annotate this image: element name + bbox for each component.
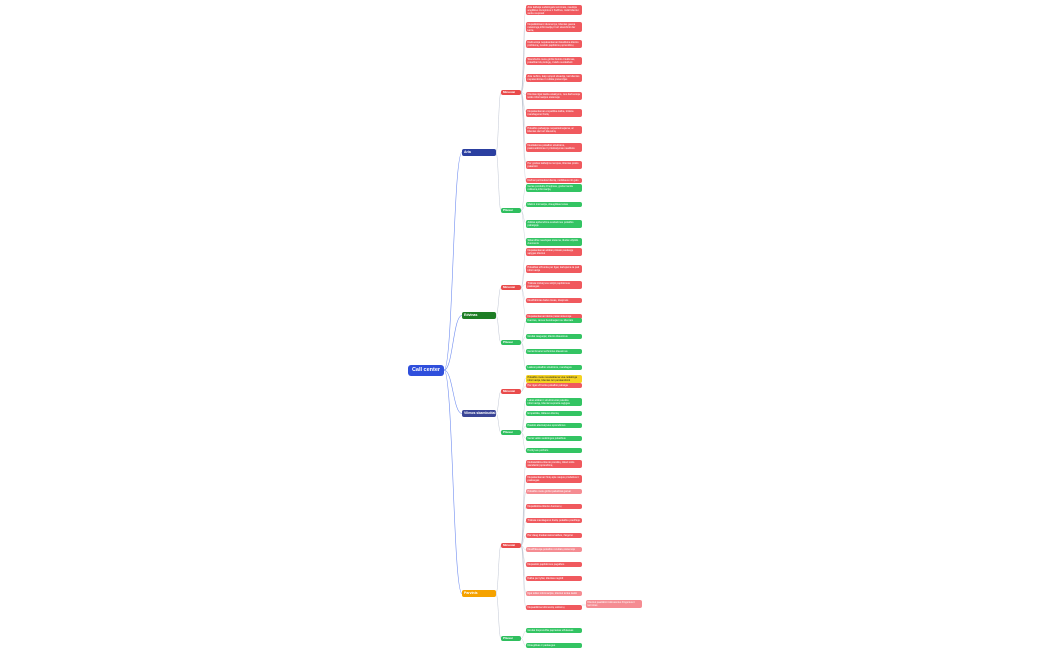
leaf-item[interactable]: Draugiškas ir paslaugus — [526, 643, 582, 649]
leaf-item[interactable]: Laikosi pokalbio struktūros, mandagus — [526, 365, 582, 371]
leaf-item[interactable]: Aria kalbėja sudėtingais terminais, naud… — [526, 5, 582, 15]
leaf-item[interactable]: Kalba per tyliai, klientas negirdi — [526, 576, 582, 582]
minus-group-node[interactable]: Minusiai — [501, 389, 521, 394]
plus-group-node[interactable]: Pliusai — [501, 430, 521, 435]
leaf-item[interactable]: Nepasiūlo papildomos pagalbos — [526, 561, 582, 567]
leaf-item[interactable]: Nepatikslina kliento duomenų — [526, 503, 582, 509]
leaf-item[interactable]: Ilgai ieško informacijos, klientui tenka… — [526, 590, 582, 596]
leaf-item[interactable]: Darbuotoja nepakankamai išsiaiškina klie… — [526, 39, 582, 48]
leaf-item[interactable]: Trūksta mandagumo frazių pokalbio pradži… — [526, 518, 582, 524]
leaf-item[interactable]: Gerai valdo sudėtingus pokalbius — [526, 435, 582, 441]
leaf-item[interactable]: Pokalbio pabaigoje nepasiteiraujama, ar … — [526, 126, 582, 135]
leaf-item[interactable]: Pokalbiai užtrunka per ilgai, kartojama … — [526, 264, 582, 273]
leaf-item[interactable]: Geras produktų žinojimas, greitai randa … — [526, 184, 582, 193]
leaf-item[interactable]: Pokalbio metu girdisi pašaliniai garsai — [526, 489, 582, 495]
leaf-item[interactable]: Neužfiksuoja pokalbio rezultatų sistemoj… — [526, 547, 582, 553]
branch-node[interactable]: Aria — [462, 149, 496, 156]
leaf-item[interactable]: Nesilaikoma pokalbio struktūros, pasisve… — [526, 143, 582, 152]
plus-group-node[interactable]: Pliusai — [501, 208, 521, 213]
leaf-item[interactable]: Pokalbio metu nesuteikiama visa reikalin… — [526, 375, 582, 384]
leaf-item[interactable]: Nepakankamai empatiška kalba, trūksta ma… — [526, 108, 582, 117]
leaf-item[interactable]: Aiškiai apibendrina susitarimus pokalbio… — [526, 220, 582, 229]
leaf-item[interactable]: Kantrus, ramus bendraujant su klientais — [526, 318, 582, 324]
plus-group-node[interactable]: Pliusai — [501, 340, 521, 345]
leaf-item[interactable]: Dažnai pertraukia klientą, neišklauso ik… — [526, 178, 582, 184]
minus-group-node[interactable]: Minusiai — [501, 285, 521, 290]
leaf-item[interactable]: Maloni intonacija, draugiškas tonas — [526, 202, 582, 208]
leaf-item[interactable]: Neužtikrintas balso tonas, dvejonės — [526, 297, 582, 303]
leaf-item[interactable]: Skambučio metu girdisi foninis triukšmas… — [526, 56, 582, 66]
leaf-item[interactable]: Neišsiaiškina kliento poreikių, iškart s… — [526, 460, 582, 469]
leaf-item[interactable]: Labai aiškiai ir struktūruotai pateikia … — [526, 398, 582, 407]
leaf-item[interactable]: Aria nežino, kaip spręsti situaciją, kai… — [526, 74, 582, 83]
leaf-item[interactable]: Sklandžiai naudojasi sistema, tiksliai u… — [526, 238, 582, 247]
leaf-item[interactable]: Nepaaiškina tolimesnių veiksmų — [526, 605, 582, 611]
leaf-item[interactable]: Greitai reaguoja į kliento klausimus — [526, 333, 582, 339]
leaf-item[interactable]: Pasiūlo alternatyvius sprendimus — [526, 423, 582, 429]
leaf-item[interactable]: Gerai išmano techninius klausimus — [526, 349, 582, 355]
branch-node[interactable]: Parvinis — [462, 590, 496, 597]
leaf-item[interactable]: Per ilgai užtrunka pokalbio pabaiga — [526, 383, 582, 389]
minus-group-node[interactable]: Minusiai — [501, 543, 521, 548]
plus-group-node[interactable]: Pliusai — [501, 636, 521, 641]
leaf-item[interactable]: Trūksta iniciatyvos siūlyti papildomas p… — [526, 281, 582, 290]
leaf-item[interactable]: Nepakankamai žinių apie naujus produktus… — [526, 474, 582, 483]
leaf-item[interactable]: Nepakankamai tikslūs įrašai sistemoje — [526, 314, 582, 320]
root-node[interactable]: Call center — [408, 365, 444, 376]
leaf-item[interactable]: Per greitas kalbėjimo tempas, klientas p… — [526, 160, 582, 169]
leaf-item[interactable]: Klientas ilgai laukia atsakymo, nes darb… — [526, 91, 582, 100]
leaf-item[interactable]: Nepatikslinami duomenys, klientas gauna … — [526, 22, 582, 33]
leaf-item[interactable]: Pozityvus požiūris — [526, 448, 582, 454]
minus-group-node[interactable]: Minusiai — [501, 90, 521, 95]
leaf-item[interactable]: Per daug šnekamosios kalbos, žargono — [526, 532, 582, 538]
branch-node[interactable]: Vilmos skambučiai — [462, 410, 496, 417]
leaf-item[interactable]: Empatiška, išklauso klientą — [526, 410, 582, 416]
side-note[interactable]: Klientui paaiškinti tolimesnius žingsniu… — [586, 600, 642, 609]
branch-node[interactable]: Edvinas — [462, 312, 496, 319]
leaf-item[interactable]: Greitai išsprendžia paprastas užklausas — [526, 628, 582, 634]
leaf-item[interactable]: Nepakankamai aiškiai pristato paslaugų s… — [526, 248, 582, 257]
